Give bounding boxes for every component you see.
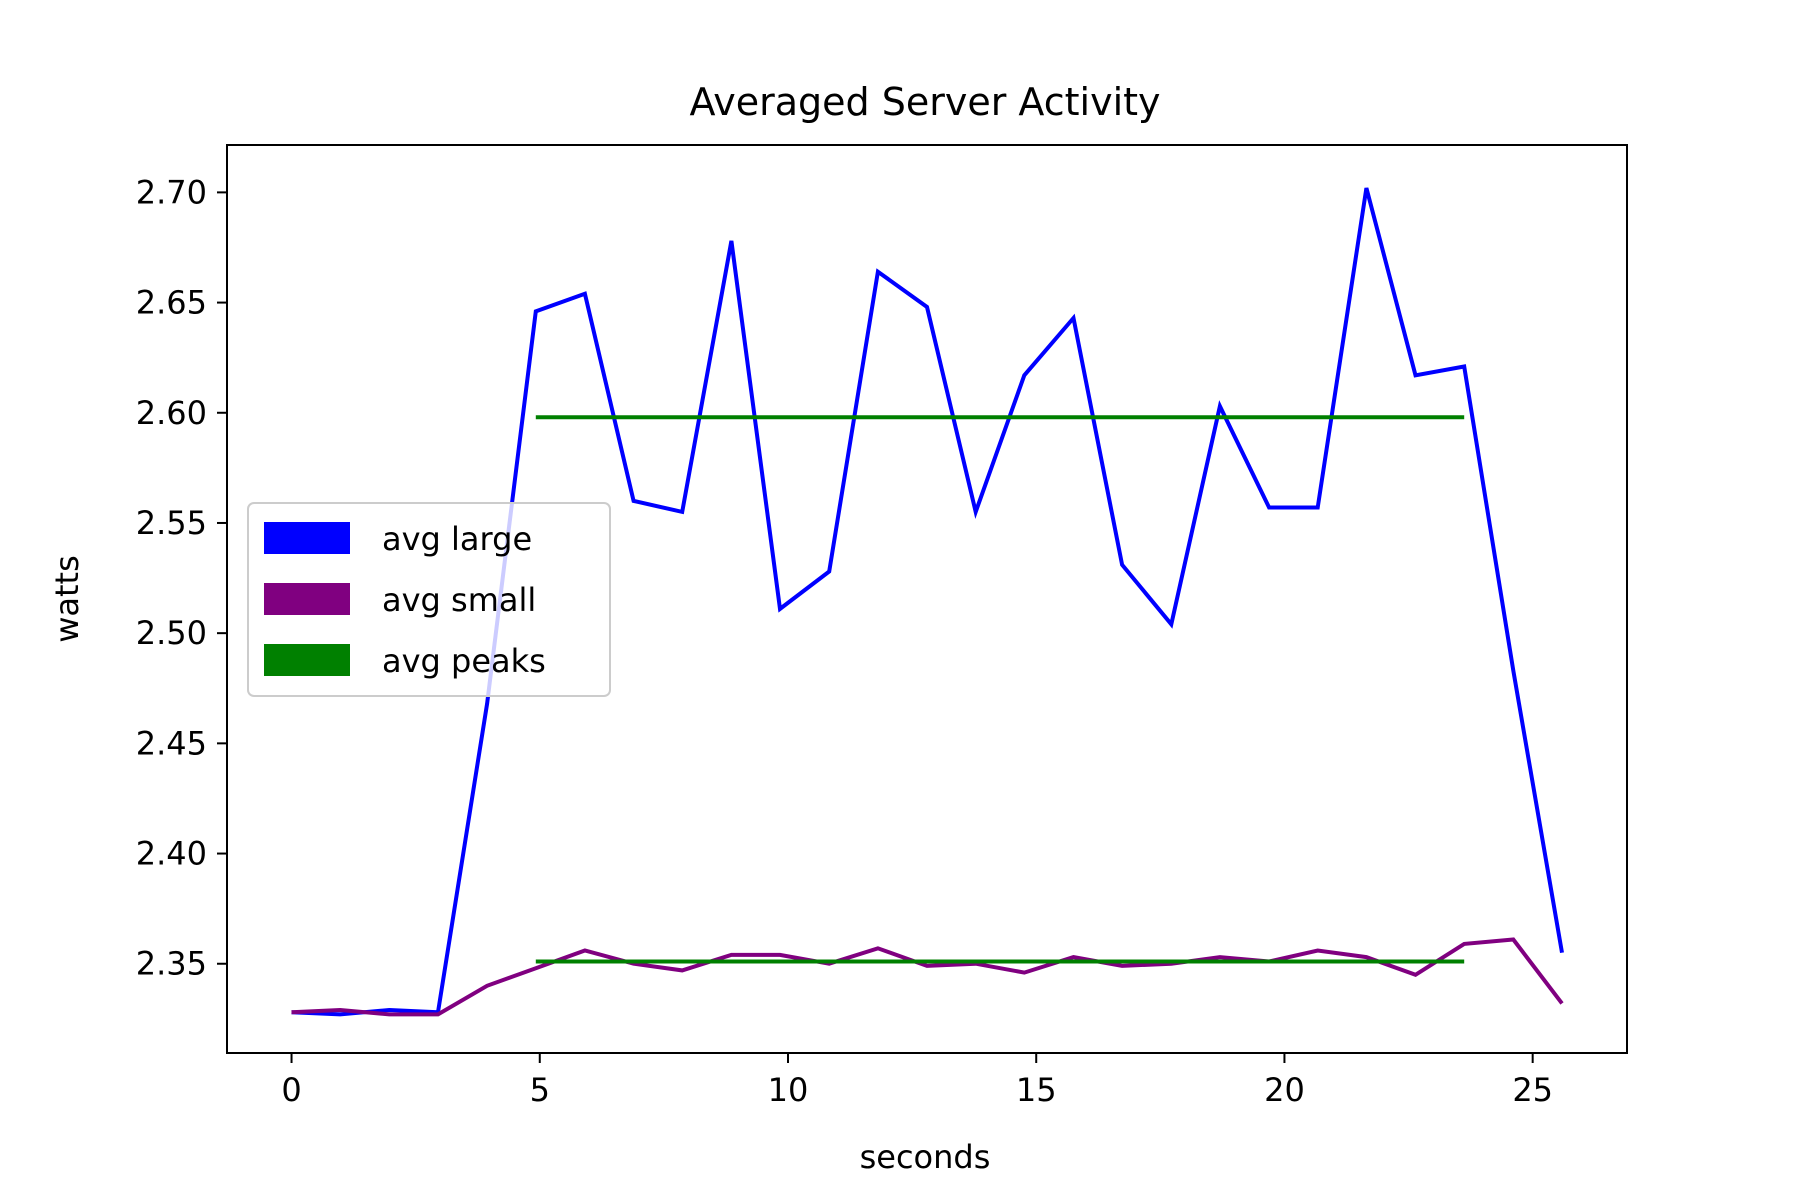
x-tick-label: 0: [281, 1071, 301, 1109]
plot-frame: [226, 144, 1628, 1054]
legend-swatch-avg-small: [264, 583, 350, 615]
legend-label-avg-large: avg large: [382, 520, 532, 558]
y-tick-label: 2.55: [136, 504, 207, 542]
legend-label-avg-peaks: avg peaks: [382, 642, 546, 680]
y-tick-label: 2.45: [136, 724, 207, 762]
x-tick-label: 25: [1512, 1071, 1553, 1109]
y-tick-label: 2.50: [136, 614, 207, 652]
legend-swatch-avg-large: [264, 522, 350, 554]
y-tick-label: 2.35: [136, 945, 207, 983]
x-axis-ticks: 0 5 10 15 20 25: [281, 1053, 1553, 1109]
chart-title: Averaged Server Activity: [689, 80, 1160, 124]
y-tick-label: 2.70: [136, 173, 207, 211]
x-tick-label: 15: [1016, 1071, 1057, 1109]
x-tick-label: 10: [768, 1071, 809, 1109]
x-tick-label: 5: [530, 1071, 550, 1109]
legend-label-avg-small: avg small: [382, 581, 536, 619]
legend-swatch-avg-peaks: [264, 644, 350, 676]
legend: avg large avg small avg peaks: [247, 502, 611, 697]
x-tick-label: 20: [1264, 1071, 1305, 1109]
y-tick-label: 2.65: [136, 284, 207, 322]
x-axis-label: seconds: [860, 1138, 991, 1176]
y-tick-label: 2.40: [136, 835, 207, 873]
series-line-avg-small: [291, 937, 1564, 1017]
y-axis-ticks: 2.35 2.40 2.45 2.50 2.55 2.60 2.65 2.70: [136, 173, 227, 983]
y-axis-label: watts: [48, 555, 86, 643]
y-tick-label: 2.60: [136, 394, 207, 432]
